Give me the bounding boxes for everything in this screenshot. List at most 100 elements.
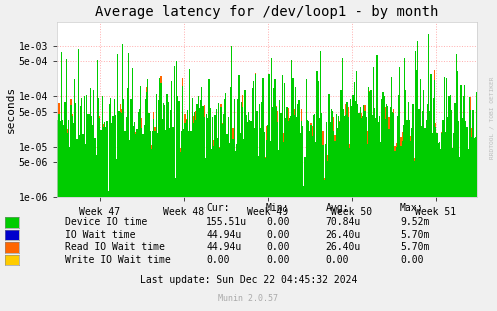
Bar [453,133,454,311]
Bar [368,177,369,311]
Bar [123,99,124,311]
Bar [151,145,152,311]
Bar [445,132,446,311]
Bar [81,100,83,311]
Bar [229,143,230,311]
Bar [393,109,394,311]
Bar [392,117,393,311]
Bar [436,133,437,311]
Bar [363,105,364,311]
Bar [458,194,459,311]
Bar [190,165,191,311]
Bar [469,97,470,311]
Bar [290,116,291,311]
Bar [182,78,183,311]
Bar [77,139,78,311]
Bar [352,95,353,311]
Bar [93,91,94,311]
Bar [460,85,462,311]
Bar [298,100,300,311]
Bar [75,103,77,311]
Bar [195,120,196,311]
Bar [275,106,277,311]
Bar [321,114,323,311]
Bar [399,197,400,311]
Bar [386,104,387,311]
Bar [206,114,207,311]
Bar [135,134,136,311]
Bar [124,179,126,311]
Bar [74,162,75,311]
Bar [145,99,146,311]
Bar [231,46,232,311]
Bar [164,109,165,311]
Bar [226,134,228,311]
Bar [442,119,443,311]
Bar [81,98,83,311]
Bar [340,108,341,311]
Bar [138,112,139,311]
Bar [307,197,308,311]
Text: Cur:: Cur: [206,203,230,213]
Bar [166,122,167,311]
Bar [235,151,236,311]
Bar [295,87,296,311]
Bar [334,135,335,311]
Bar [135,132,136,311]
Bar [120,112,121,311]
Text: 0.00: 0.00 [266,217,289,227]
Bar [185,119,187,311]
Bar [218,103,219,311]
Bar [257,161,259,311]
Bar [346,102,347,311]
Bar [281,132,283,311]
Bar [189,69,190,311]
Bar [140,86,141,311]
Bar [410,136,411,311]
Bar [369,92,370,311]
Bar [398,95,399,311]
Bar [166,94,167,311]
Bar [369,91,370,311]
Bar [116,162,117,311]
Bar [315,156,316,311]
Bar [471,128,472,311]
Bar [193,116,194,311]
Bar [341,58,343,311]
Bar [225,101,226,311]
Text: 9.52m: 9.52m [400,217,429,227]
Bar [272,169,273,311]
Text: Write IO Wait time: Write IO Wait time [65,255,170,265]
Bar [169,131,170,311]
Bar [212,134,213,311]
Bar [391,77,392,311]
Bar [367,144,368,311]
Bar [475,143,476,311]
Bar [184,123,185,311]
Bar [245,90,246,311]
Bar [349,148,350,311]
Bar [453,145,454,311]
Bar [421,127,422,311]
Bar [101,177,103,311]
Bar [268,123,269,311]
Bar [375,118,376,311]
Bar [316,71,318,311]
Bar [352,140,353,311]
Bar [191,105,193,311]
Bar [303,197,304,311]
Title: Average latency for /dev/loop1 - by month: Average latency for /dev/loop1 - by mont… [95,5,439,19]
Bar [179,152,181,311]
Bar [400,146,402,311]
Bar [318,120,319,311]
Bar [439,142,440,311]
Bar [418,109,419,311]
Bar [445,151,446,311]
Bar [350,197,351,311]
Bar [312,126,313,311]
Bar [78,133,79,311]
Bar [265,158,266,311]
Bar [250,127,251,311]
Bar [93,96,94,311]
Bar [246,119,247,311]
